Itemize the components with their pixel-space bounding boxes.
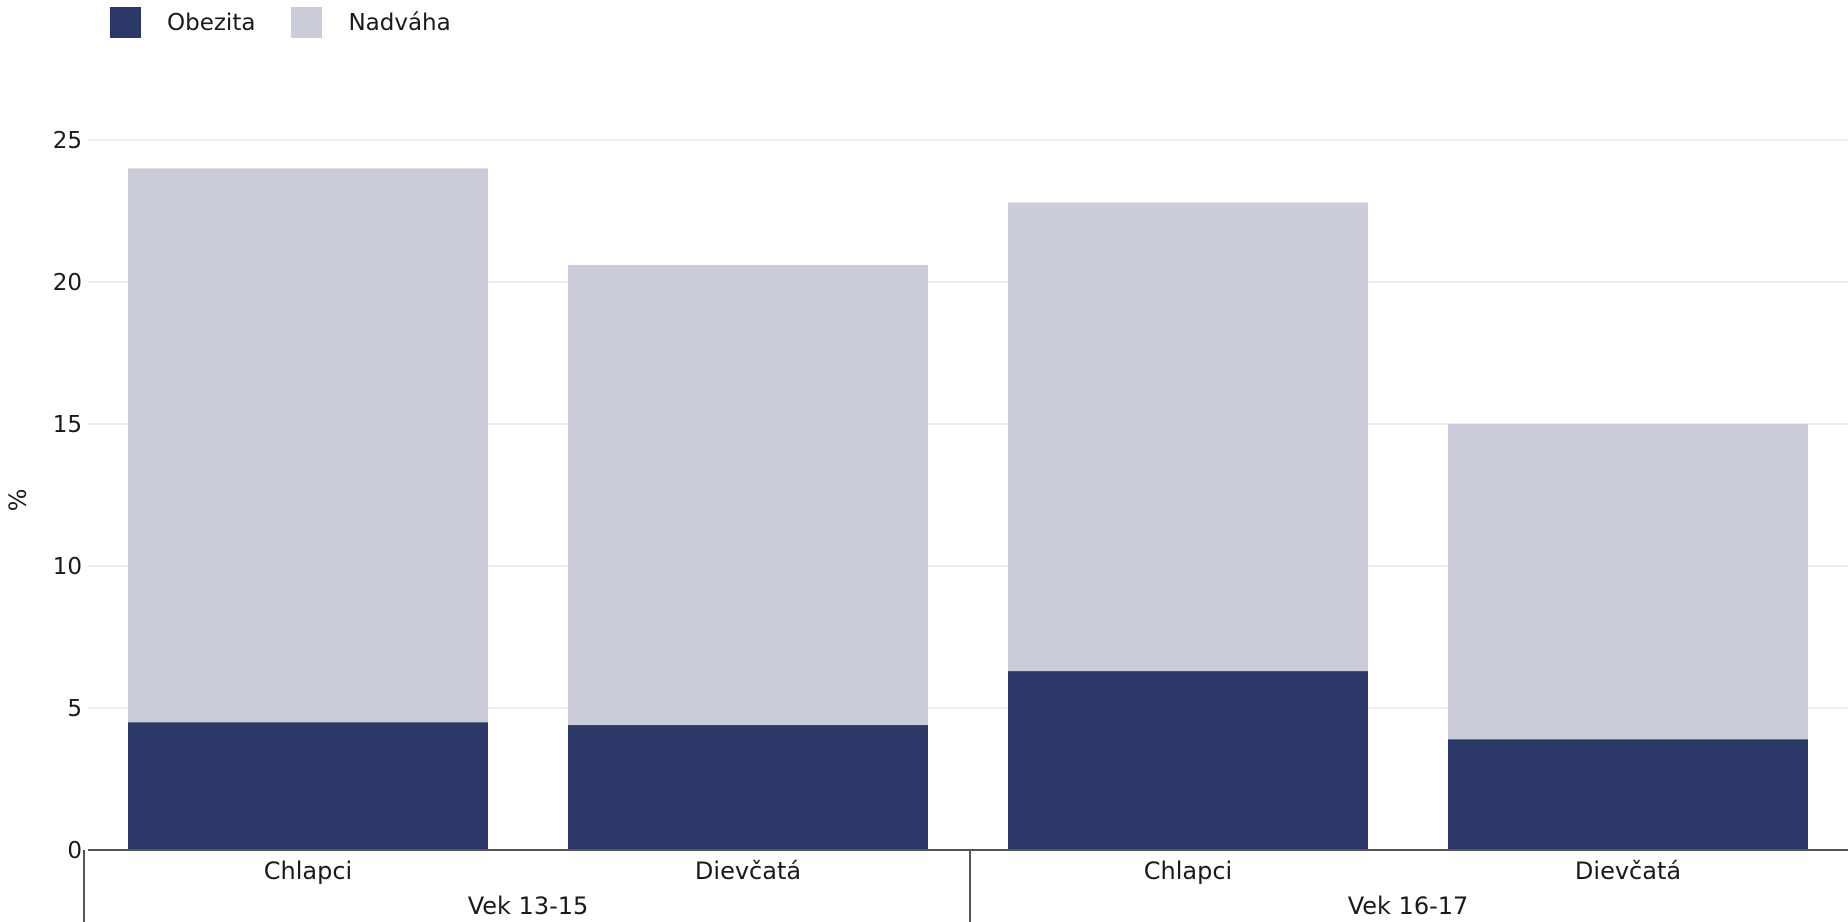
legend-swatch-nadvaha xyxy=(291,7,323,38)
bar-obezita-0 xyxy=(128,722,488,850)
y-tick-label: 0 xyxy=(67,838,82,864)
y-tick-label: 25 xyxy=(53,128,82,154)
y-tick-label: 10 xyxy=(53,554,82,580)
bar-nadváha-0 xyxy=(128,168,488,723)
bar-obezita-3 xyxy=(1448,739,1808,850)
bar-nadváha-1 xyxy=(568,264,928,726)
legend-item-obezita[interactable]: Obezita xyxy=(110,7,255,38)
y-tick-label: 15 xyxy=(53,412,82,438)
x-group-label: Vek 16-17 xyxy=(1348,892,1469,920)
bar-obezita-1 xyxy=(568,725,928,850)
x-category-label: Dievčatá xyxy=(1575,857,1681,885)
legend-swatch-obezita xyxy=(110,7,141,38)
legend-label-obezita: Obezita xyxy=(167,9,256,36)
y-axis-label: % xyxy=(4,489,32,512)
bar-nadváha-2 xyxy=(1008,202,1368,672)
x-category-label: Chlapci xyxy=(264,857,352,885)
legend-item-nadvaha[interactable]: Nadváha xyxy=(291,7,451,38)
x-category-label: Chlapci xyxy=(1144,857,1232,885)
legend: Obezita Nadváha xyxy=(110,7,487,38)
x-group-label: Vek 13-15 xyxy=(468,892,589,920)
y-tick-label: 5 xyxy=(67,696,82,722)
y-tick-label: 20 xyxy=(53,270,82,296)
x-category-label: Dievčatá xyxy=(695,857,801,885)
bar-obezita-2 xyxy=(1008,671,1368,850)
bar-nadváha-3 xyxy=(1448,424,1808,740)
legend-label-nadvaha: Nadváha xyxy=(348,9,451,36)
